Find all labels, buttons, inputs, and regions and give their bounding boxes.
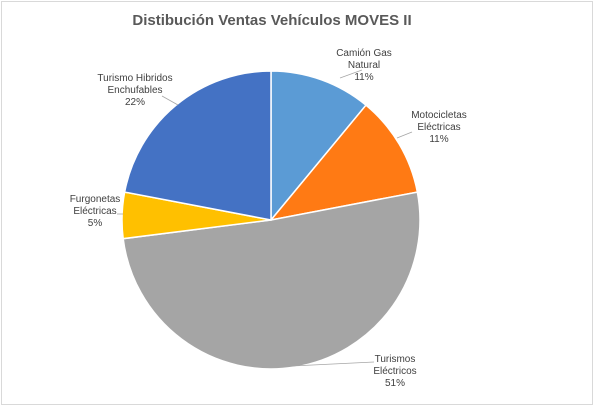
data-label-3: Furgonetas Eléctricas 5% bbox=[70, 194, 121, 229]
data-label-line: Eléctricas bbox=[417, 122, 460, 133]
slices-layer bbox=[121, 70, 421, 370]
data-label-line: Enchufables bbox=[107, 85, 162, 96]
labels-layer: Camión Gas Natural 11%Motocicletas Eléctric… bbox=[70, 48, 467, 389]
data-label-line: Natural bbox=[348, 60, 380, 71]
data-label-2: Turismos Eléctricos 51% bbox=[373, 354, 416, 389]
data-label-percent: 5% bbox=[88, 218, 103, 229]
leader-line-1 bbox=[396, 131, 413, 139]
data-label-percent: 11% bbox=[354, 72, 373, 83]
data-label-line: Eléctricos bbox=[373, 366, 416, 377]
pie-slice-1 bbox=[269, 104, 419, 222]
data-label-percent: 51% bbox=[385, 378, 405, 389]
data-label-4: Turismo Hibridos Enchufables 22% bbox=[97, 73, 172, 108]
data-label-percent: 22% bbox=[125, 97, 145, 108]
data-label-percent: 11% bbox=[429, 134, 448, 145]
data-label-line: Motocicletas bbox=[411, 110, 467, 121]
data-label-1: Motocicletas Eléctricas 11% bbox=[411, 110, 467, 145]
data-label-line: Eléctricas bbox=[73, 206, 116, 217]
pie-slice-4 bbox=[123, 70, 272, 221]
pie-slice-2 bbox=[122, 191, 421, 370]
data-label-line: Camión Gas bbox=[336, 48, 392, 59]
data-label-0: Camión Gas Natural 11% bbox=[336, 48, 392, 83]
chart-title: Distibución Ventas Vehículos MOVES II bbox=[132, 12, 411, 29]
leader-line-4 bbox=[161, 95, 179, 106]
leader-line-0 bbox=[339, 69, 363, 79]
leader-lines-layer bbox=[117, 69, 413, 367]
data-label-line: Turismos bbox=[375, 354, 416, 365]
leader-line-2 bbox=[291, 361, 375, 367]
data-label-line: Furgonetas bbox=[70, 194, 121, 205]
data-label-line: Turismo Hibridos bbox=[97, 73, 172, 84]
pie-slice-0 bbox=[270, 70, 368, 223]
